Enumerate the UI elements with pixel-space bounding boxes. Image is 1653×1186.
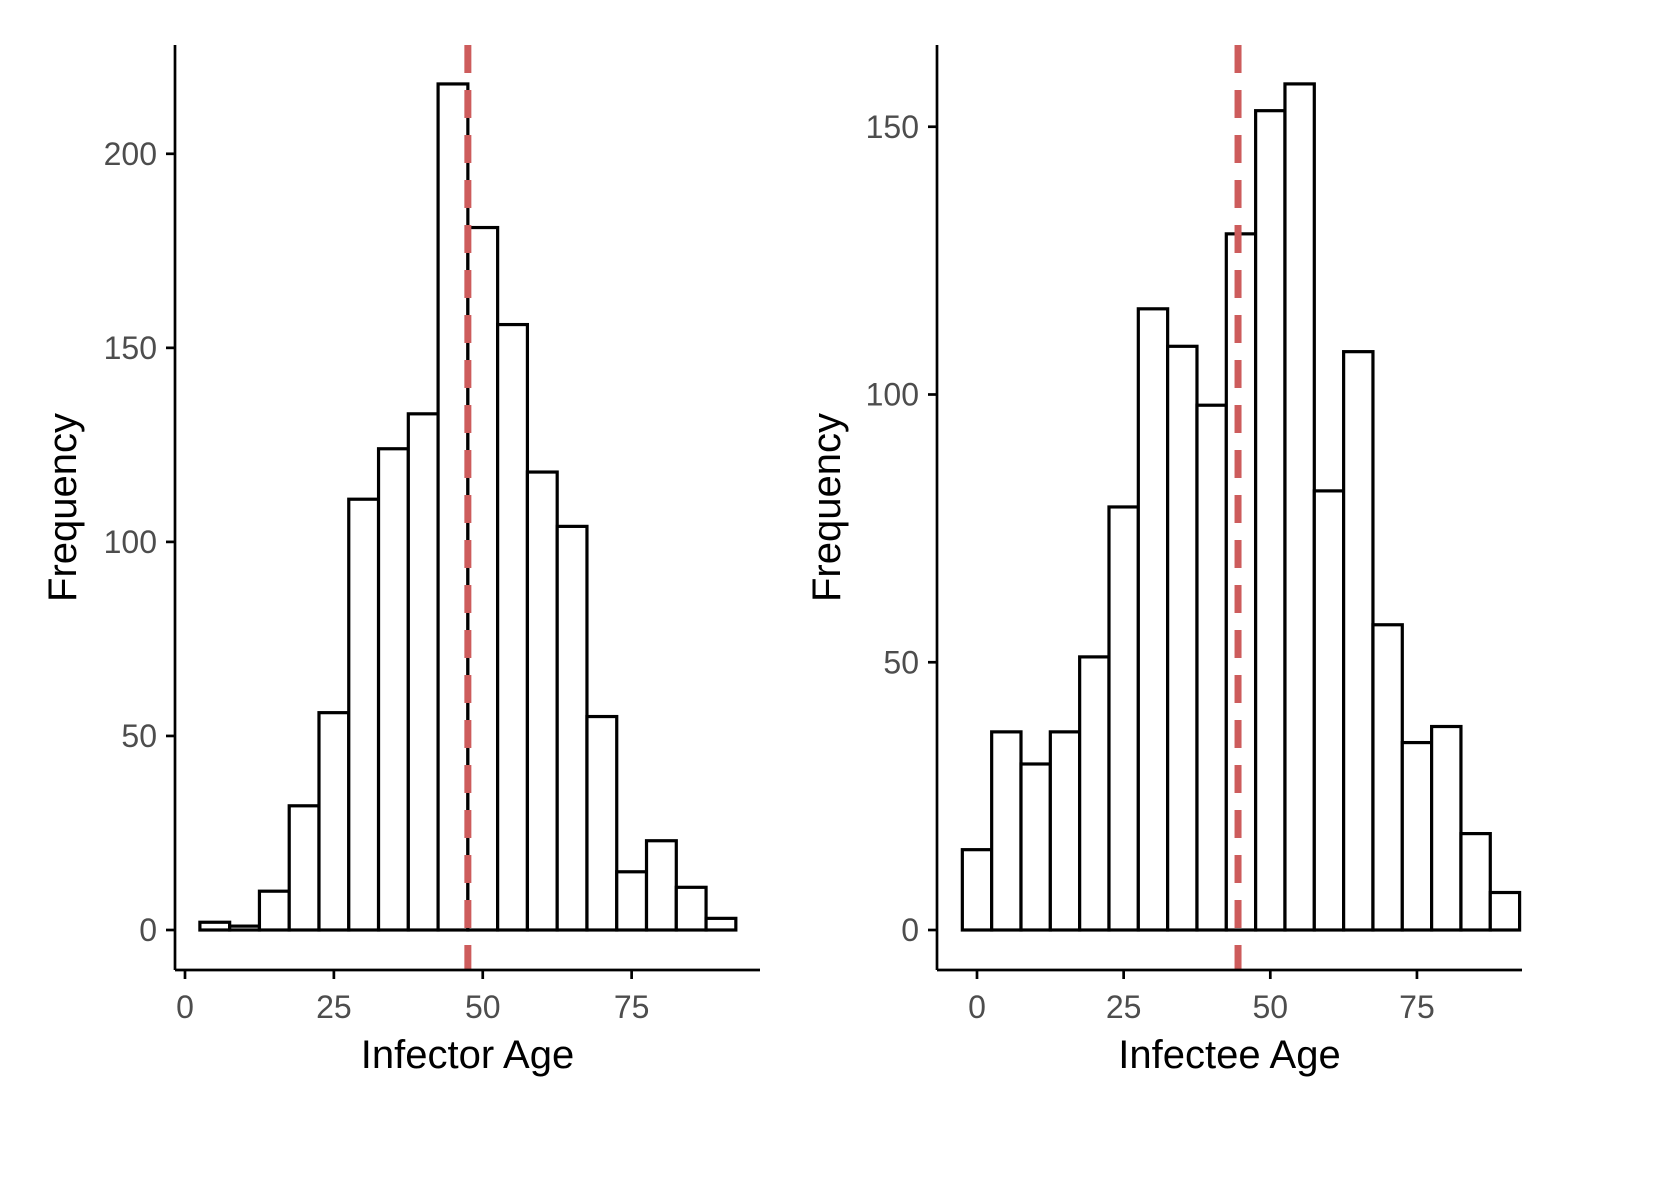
histogram-bar [228,924,262,932]
histogram-bar [436,82,470,932]
infector-age-panel: 0 50 100 150 200 0 25 50 75 Infector Age Frequen… [41,45,760,1077]
histogram-bar [555,524,589,932]
x-tick-label: 0 [176,989,194,1025]
infectee-age-panel: 0 50 100 150 0 25 50 75 Infectee Age Frequency [805,45,1522,1077]
x-axis-title: Infectee Age [1118,1033,1340,1077]
histogram-bar [615,870,649,932]
histogram-bar [287,804,321,932]
x-tick-label: 0 [968,989,986,1025]
y-tick-label: 100 [866,377,919,413]
x-tick-label: 50 [465,989,501,1025]
bars-group [960,82,1522,932]
histogram-bar [1342,350,1375,932]
histogram-bar [1254,109,1287,932]
y-tick-label: 50 [121,718,157,754]
histogram-bar [466,225,500,932]
histogram-bar [1048,730,1082,932]
y-axis-title: Frequency [41,413,85,602]
y-tick-label: 50 [883,644,919,680]
histogram-bar [1019,762,1052,932]
y-tick-label: 0 [139,912,157,948]
histogram-bar [644,839,678,932]
histogram-bar [990,730,1023,932]
histogram-bar [585,714,619,932]
histogram-bar [347,497,381,932]
histogram-bar [317,711,351,932]
histogram-bar [406,412,440,932]
y-tick-label: 0 [901,912,919,948]
histogram-bar [674,885,708,932]
y-axis-title: Frequency [805,413,849,602]
histogram-bar [1459,832,1492,932]
histogram-bar [198,920,232,932]
histogram-bar [1107,505,1140,932]
histogram-bar [1195,403,1228,932]
histogram-bar [1283,82,1316,932]
histogram-bar [376,447,410,932]
y-tick-label: 100 [104,524,157,560]
histogram-bar [1430,724,1463,932]
x-axis-title: Infector Age [361,1033,574,1077]
axes-group: 0 50 100 150 200 0 25 50 75 [104,45,760,1025]
histogram-bar [1078,655,1111,932]
x-tick-label: 50 [1253,989,1289,1025]
histogram-bar [1400,740,1434,932]
bars-group [198,82,738,932]
histogram-bar [1371,623,1404,932]
x-tick-label: 75 [1399,989,1435,1025]
y-tick-label: 200 [104,136,157,172]
histogram-bar [960,848,994,932]
x-tick-label: 25 [316,989,352,1025]
histogram-bar [496,322,530,932]
histogram-bar [1312,489,1346,932]
y-tick-label: 150 [104,330,157,366]
axes-group: 0 50 100 150 0 25 50 75 [866,45,1522,1025]
histogram-bar [1136,307,1170,932]
histogram-bar [1166,344,1199,932]
x-tick-label: 25 [1106,989,1142,1025]
y-tick-label: 150 [866,109,919,145]
histogram-bar [1488,890,1522,932]
histogram-bar [257,889,291,932]
histogram-bar [704,916,738,932]
histogram-bar [525,470,559,932]
x-tick-label: 75 [614,989,650,1025]
